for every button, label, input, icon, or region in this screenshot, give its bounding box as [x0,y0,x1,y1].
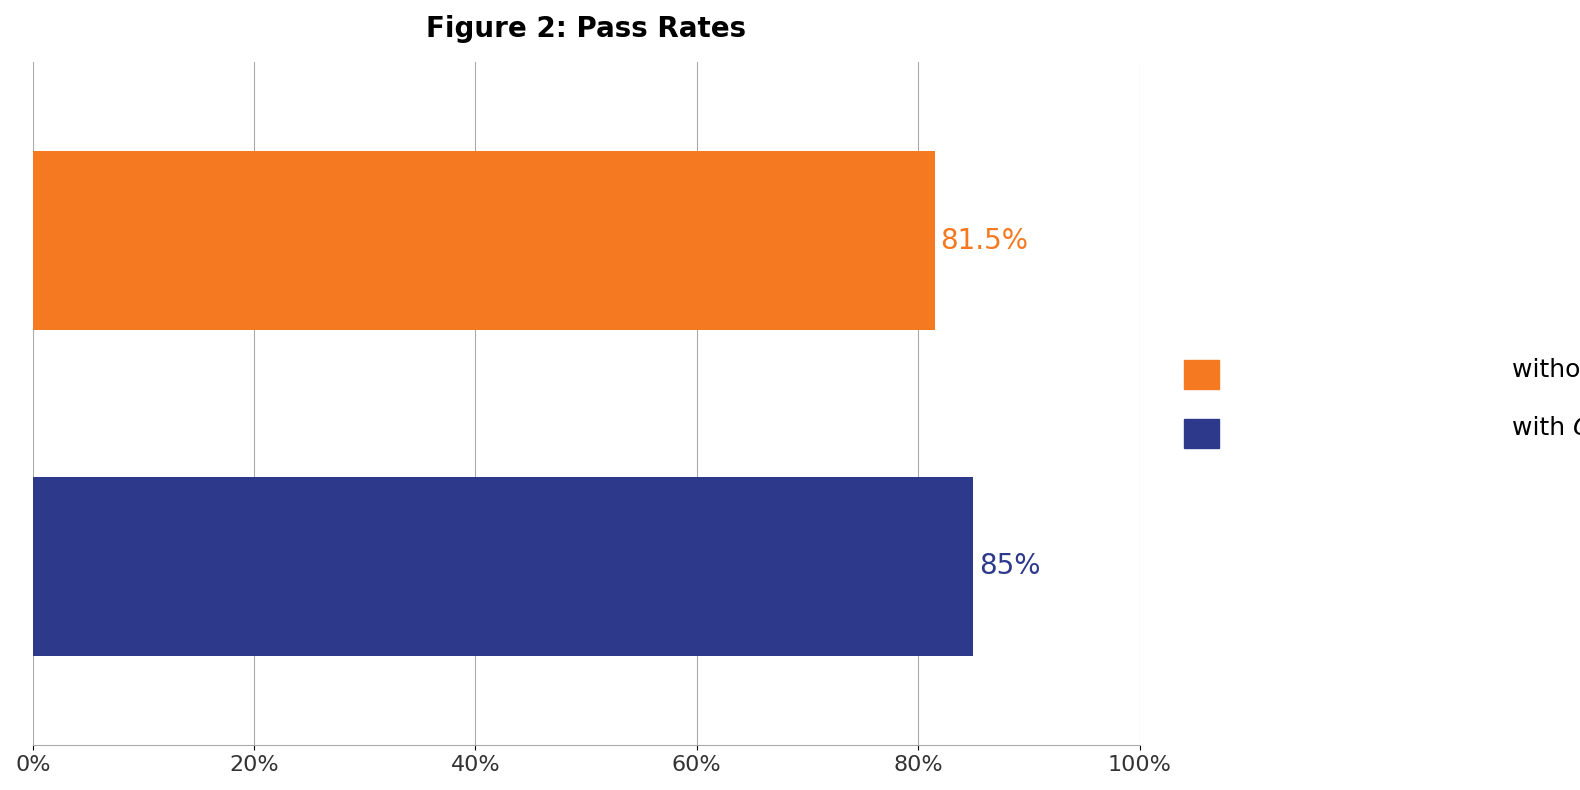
Bar [33,152,935,330]
Text: without: without [1512,358,1580,382]
Text: 85%: 85% [980,552,1041,581]
Text: 81.5%: 81.5% [940,227,1029,255]
Text: Connect: Connect [1574,416,1580,440]
Text: with: with [1512,416,1574,440]
Bar [33,477,973,656]
Legend: , : , [1174,350,1247,457]
Title: Figure 2: Pass Rates: Figure 2: Pass Rates [427,15,746,43]
